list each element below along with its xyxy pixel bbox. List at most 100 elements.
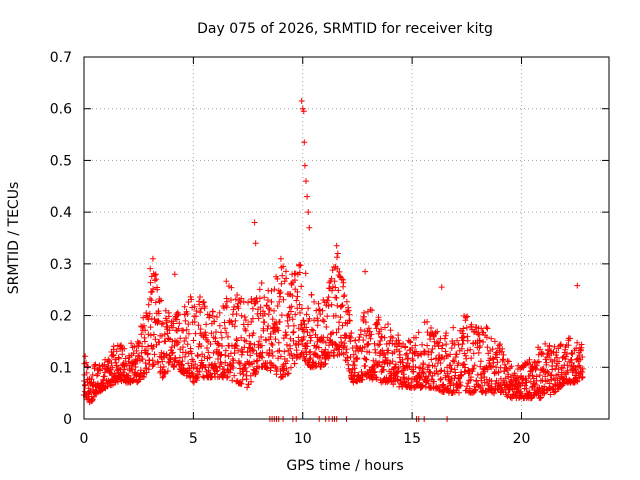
data-point [155, 317, 161, 324]
data-point [441, 335, 448, 342]
data-point [351, 362, 358, 369]
data-point [419, 341, 426, 348]
data-point [276, 347, 283, 354]
data-point [295, 338, 302, 345]
data-point [94, 370, 101, 377]
data-point [233, 336, 240, 343]
data-point [300, 333, 307, 340]
data-point [332, 312, 339, 319]
data-point [389, 334, 396, 341]
data-point [385, 347, 392, 354]
data-point [339, 322, 346, 329]
data-point [322, 360, 329, 367]
data-point [447, 351, 454, 358]
data-point [501, 361, 508, 368]
data-point [300, 317, 307, 324]
data-point [298, 283, 305, 290]
data-point [182, 353, 188, 360]
data-point [185, 321, 192, 328]
data-point [335, 287, 342, 294]
data-point [475, 349, 482, 356]
data-point [248, 378, 255, 385]
data-point [378, 363, 385, 370]
data-point [197, 326, 204, 333]
data-point [218, 334, 225, 341]
data-point [304, 193, 311, 200]
data-point [574, 282, 581, 289]
data-point [185, 360, 192, 367]
data-point [484, 344, 491, 351]
data-point [198, 357, 205, 364]
data-point [421, 350, 428, 357]
data-point [215, 342, 222, 349]
data-point [280, 335, 287, 342]
data-point [238, 334, 245, 341]
data-point [450, 324, 457, 331]
data-point [179, 358, 186, 365]
data-point [256, 286, 263, 293]
data-point [264, 297, 271, 304]
data-point [474, 371, 481, 378]
data-point [135, 352, 142, 359]
data-point [338, 339, 345, 345]
data-point [140, 314, 147, 321]
data-point [243, 368, 250, 375]
data-point [304, 340, 311, 347]
data-point [113, 348, 120, 355]
data-point [535, 358, 542, 365]
data-point [351, 369, 358, 376]
data-point [177, 335, 184, 342]
data-point [367, 335, 374, 342]
data-point [255, 315, 262, 322]
data-point [544, 368, 551, 375]
data-point [115, 355, 122, 362]
data-point [405, 355, 412, 362]
data-point [290, 322, 297, 329]
data-point [165, 335, 172, 342]
data-point [499, 345, 506, 352]
data-point [547, 372, 554, 379]
data-point [341, 340, 348, 347]
data-point [91, 393, 97, 400]
data-point [275, 339, 282, 346]
data-point [274, 366, 281, 372]
data-point [303, 311, 310, 318]
data-point [109, 351, 116, 358]
data-point [333, 329, 340, 336]
data-point [533, 362, 540, 369]
data-point [546, 384, 553, 391]
data-point [89, 397, 96, 404]
data-point [245, 299, 251, 306]
data-point [380, 366, 387, 373]
data-point [333, 294, 340, 301]
data-point [405, 375, 412, 382]
data-point [283, 275, 290, 282]
data-point [314, 315, 321, 322]
data-point [439, 342, 446, 349]
data-point [268, 340, 275, 347]
data-point [223, 329, 230, 336]
data-point [284, 358, 291, 364]
data-point [424, 318, 431, 325]
data-point [381, 351, 388, 358]
data-point [331, 278, 338, 285]
data-point [176, 354, 183, 361]
data-point [194, 365, 201, 372]
data-point [244, 348, 251, 355]
data-point [214, 367, 221, 374]
data-point [210, 349, 217, 356]
data-point [249, 315, 256, 322]
data-point [206, 312, 213, 319]
data-point [187, 374, 194, 381]
data-point [346, 317, 353, 324]
data-point [368, 331, 375, 338]
data-point [305, 209, 312, 216]
data-point [239, 376, 246, 383]
data-point [266, 306, 273, 313]
data-point [164, 324, 171, 331]
data-point [360, 337, 367, 344]
data-point [234, 337, 241, 344]
data-point [321, 318, 327, 325]
data-point [158, 297, 164, 304]
data-point [377, 337, 384, 344]
